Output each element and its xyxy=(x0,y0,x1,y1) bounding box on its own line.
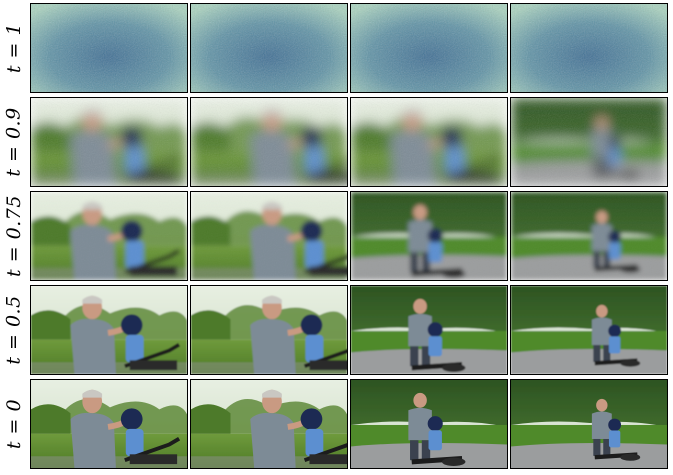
frame-r3-c0 xyxy=(30,285,188,375)
frame-r3-c1 xyxy=(190,285,348,375)
frame-r1-c3 xyxy=(510,97,668,187)
frame-r2-c0 xyxy=(30,191,188,281)
row-label-t0: t = 0 xyxy=(3,398,26,450)
frame-r1-c2 xyxy=(350,97,508,187)
frame-r0-c3 xyxy=(510,3,668,93)
frame-r2-c2 xyxy=(350,191,508,281)
frame-r1-c0 xyxy=(30,97,188,187)
row-label-t075: t = 0.75 xyxy=(3,195,26,277)
frame-r2-c3 xyxy=(510,191,668,281)
frame-r1-c1 xyxy=(190,97,348,187)
frame-r0-c0 xyxy=(30,3,188,93)
frame-r0-c2 xyxy=(350,3,508,93)
frame-r2-c1 xyxy=(190,191,348,281)
frame-r4-c3 xyxy=(510,379,668,469)
frame-r4-c0 xyxy=(30,379,188,469)
frame-r3-c2 xyxy=(350,285,508,375)
frame-r3-c3 xyxy=(510,285,668,375)
row-label-t09: t = 0.9 xyxy=(3,107,26,177)
row-label-t05: t = 0.5 xyxy=(3,295,26,365)
frame-r4-c2 xyxy=(350,379,508,469)
frame-r0-c1 xyxy=(190,3,348,93)
row-label-t1: t = 1 xyxy=(3,22,26,74)
frame-r4-c1 xyxy=(190,379,348,469)
